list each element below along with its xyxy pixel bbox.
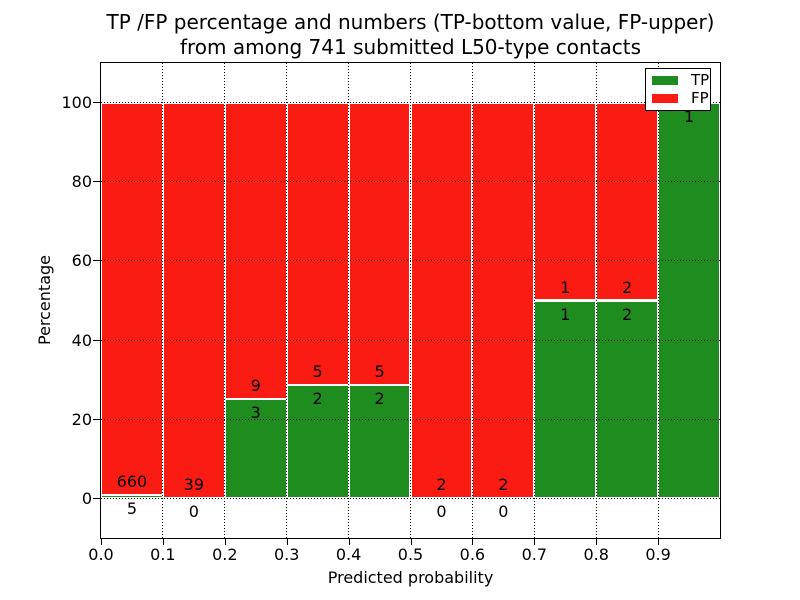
plot-area: TP FP 66053909352522020112201: [100, 62, 721, 539]
y-tick-mark: [93, 260, 100, 262]
v-gridline: [595, 63, 597, 538]
legend-entry-tp: TP: [652, 73, 709, 88]
legend-label-tp: TP: [691, 71, 710, 90]
bar-label-tp: 5: [126, 499, 138, 519]
bar-label-fp: 2: [622, 277, 633, 297]
x-tick-label: 0.7: [521, 545, 548, 564]
chart-title-line2: from among 741 submitted L50-type contac…: [179, 35, 642, 59]
legend-swatch-tp: [652, 76, 678, 86]
v-gridline: [348, 63, 350, 538]
x-tick-label: 0.6: [459, 545, 486, 564]
x-tick-label: 0.9: [645, 545, 671, 564]
bar-label-tp: 0: [498, 502, 509, 522]
v-gridline: [410, 63, 411, 538]
bar-segment-fp: [410, 102, 473, 499]
bar-label-fp: 1: [560, 277, 571, 297]
y-tick-label: 20: [71, 409, 92, 429]
bar-label-tp: 1: [683, 106, 695, 126]
bar-segment-fp: [596, 102, 659, 301]
bar-segment-fp: [534, 102, 597, 301]
x-tick-label: 0.1: [150, 545, 176, 564]
x-tick-mark: [658, 539, 660, 545]
bar-label-fp: 5: [374, 362, 385, 382]
x-tick-label: 0.2: [212, 545, 238, 564]
bar-segment-fp: [224, 102, 287, 400]
x-tick-label: 0.5: [397, 545, 424, 564]
bar-segment-tp: [534, 300, 597, 499]
v-gridline: [657, 63, 659, 538]
bar-segment-tp: [348, 385, 411, 499]
y-tick-mark: [93, 102, 100, 104]
bar-label-fp: 5: [312, 362, 323, 382]
y-tick-label: 40: [71, 330, 92, 350]
v-gridline: [286, 63, 288, 538]
bar-segment-fp: [348, 102, 411, 386]
v-gridline: [224, 63, 226, 538]
x-tick-mark: [101, 539, 102, 545]
x-tick-mark: [410, 539, 412, 545]
v-gridline: [471, 63, 473, 538]
x-tick-label: 0.0: [88, 545, 114, 564]
legend-swatch-fp: [652, 93, 678, 103]
y-tick-label: 0: [81, 488, 92, 508]
bar-label-tp: 2: [312, 389, 323, 409]
bar-label-fp: 660: [116, 472, 148, 492]
x-tick-mark: [286, 539, 288, 545]
legend-entry-fp: FP: [652, 90, 709, 106]
bar-segment-tp: [596, 300, 659, 499]
y-tick-mark: [93, 418, 100, 420]
chart-title: TP /FP percentage and numbers (TP-bottom…: [100, 10, 721, 60]
bar-label-tp: 1: [560, 304, 571, 324]
x-tick-mark: [472, 539, 474, 545]
legend-label-fp: FP: [691, 88, 709, 107]
chart-title-line1: TP /FP percentage and numbers (TP-bottom…: [106, 10, 715, 34]
bar-label-tp: 2: [374, 389, 385, 409]
x-tick-mark: [224, 539, 226, 545]
x-tick-mark: [596, 539, 598, 545]
y-tick-mark: [93, 497, 100, 499]
y-tick-label: 100: [61, 93, 92, 113]
bar-segment-fp: [286, 102, 349, 386]
y-tick-label: 60: [71, 251, 92, 271]
bar-label-tp: 3: [250, 403, 261, 423]
v-gridline: [533, 63, 535, 538]
y-tick-mark: [93, 339, 100, 341]
x-tick-mark: [162, 539, 164, 545]
v-gridline: [162, 63, 164, 538]
bar-label-fp: 39: [183, 475, 205, 495]
x-tick-label: 0.8: [583, 545, 609, 564]
y-tick-mark: [93, 181, 100, 183]
x-tick-mark: [534, 539, 536, 545]
x-tick-label: 0.4: [335, 545, 362, 564]
x-tick-mark: [348, 539, 350, 545]
bar-label-fp: 2: [436, 475, 447, 495]
y-tick-label: 80: [71, 172, 92, 192]
bar-segment-fp: [472, 102, 535, 499]
bar-label-fp: 9: [250, 376, 261, 396]
x-tick-label: 0.3: [273, 545, 300, 564]
bar-label-tp: 2: [622, 304, 633, 324]
bar-label-tp: 0: [436, 502, 447, 522]
legend: TP FP: [645, 68, 711, 111]
bar-segment-tp: [658, 102, 720, 499]
bar-segment-fp: [101, 102, 163, 496]
bar-segment-fp: [162, 102, 225, 499]
x-axis-label: Predicted probability: [327, 568, 494, 587]
bar-label-tp: 0: [188, 502, 199, 522]
bar-label-fp: 2: [498, 475, 509, 495]
